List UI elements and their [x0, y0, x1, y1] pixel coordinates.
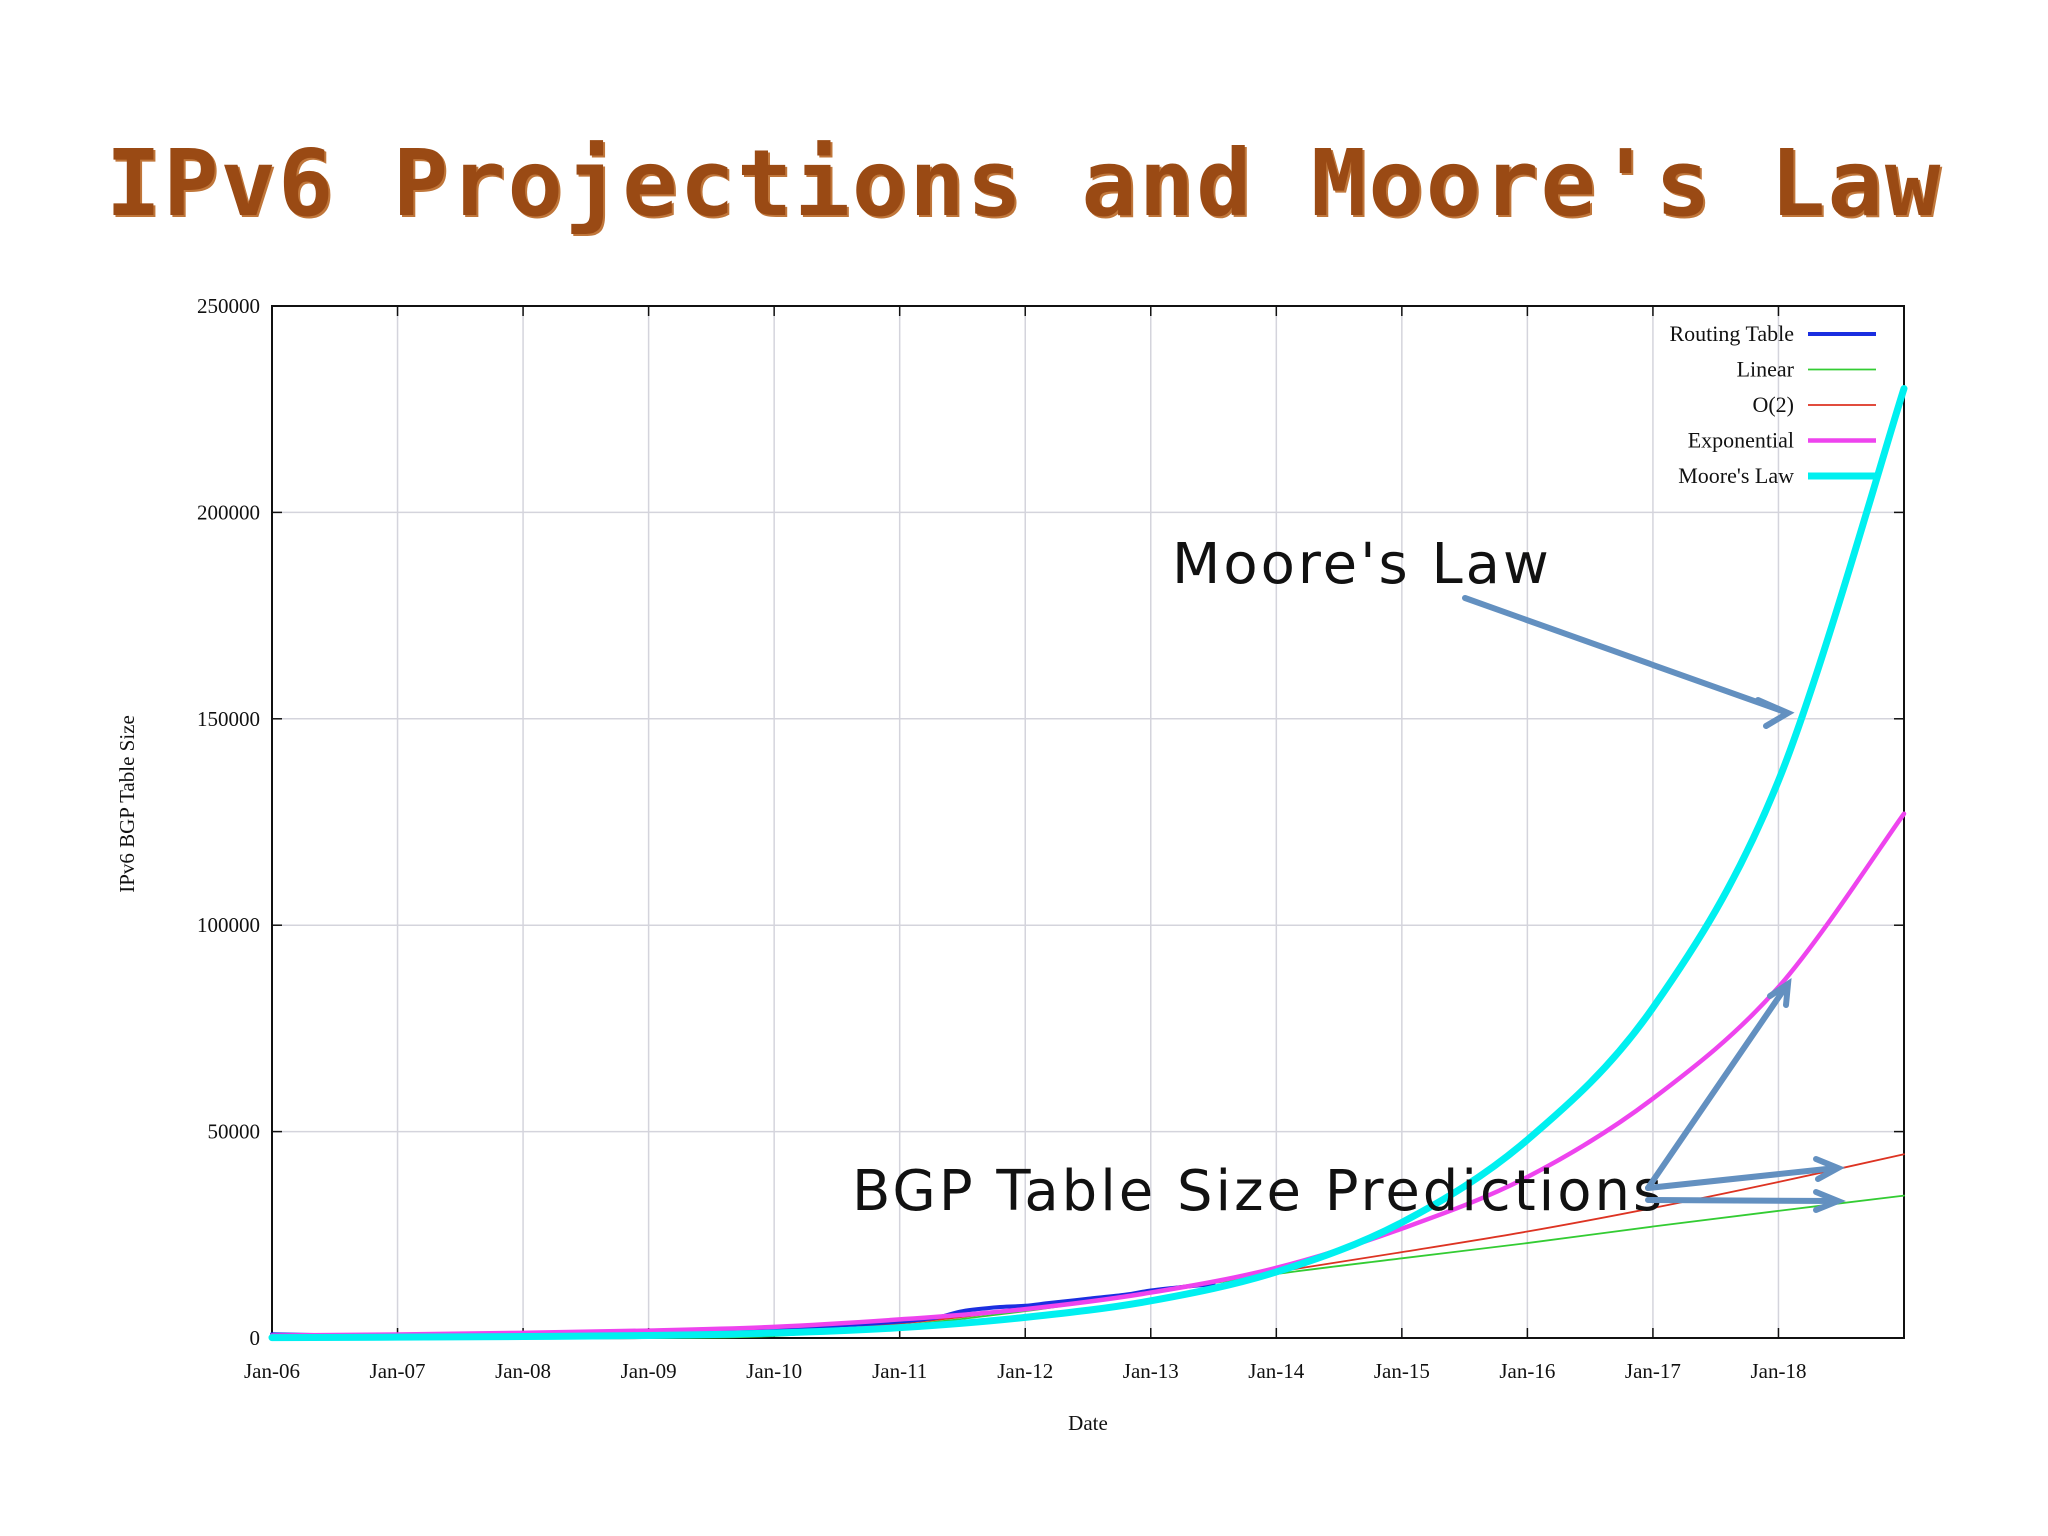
- legend: Routing Table Linear O(2) Exponential Moore'…: [1669, 321, 1876, 488]
- legend-label: Moore's Law: [1678, 463, 1794, 488]
- annotation-moores-law: Moore's Law: [1172, 532, 1552, 597]
- x-axis-label: Date: [1068, 1411, 1108, 1435]
- x-tick-label: Jan-18: [1750, 1359, 1806, 1383]
- legend-label: Routing Table: [1669, 321, 1794, 346]
- annotation-predictions: BGP Table Size Predictions: [852, 1159, 1665, 1224]
- arrow-moores-law-head: [1758, 700, 1788, 726]
- x-tick-label: Jan-10: [746, 1359, 802, 1383]
- x-tick-label: Jan-07: [370, 1359, 426, 1383]
- y-tick-label: 50000: [208, 1120, 261, 1144]
- legend-label: Exponential: [1688, 428, 1794, 453]
- y-tick-label: 250000: [197, 294, 260, 318]
- y-tick-label: 150000: [197, 707, 260, 731]
- x-tick-label: Jan-16: [1499, 1359, 1555, 1383]
- arrow-moores-law: [1465, 598, 1785, 712]
- annotations: Moore's Law BGP Table Size Predictions: [852, 532, 1838, 1224]
- legend-label: Linear: [1737, 357, 1795, 382]
- y-tick-label: 100000: [197, 913, 260, 937]
- x-tick-label: Jan-06: [244, 1359, 300, 1383]
- y-tick-label: 0: [250, 1326, 261, 1350]
- legend-label: O(2): [1752, 392, 1794, 417]
- x-tick-label: Jan-09: [621, 1359, 677, 1383]
- x-tick-label: Jan-17: [1625, 1359, 1681, 1383]
- series-line-exponential: [272, 814, 1904, 1336]
- x-tick-label: Jan-11: [872, 1359, 927, 1383]
- x-tick-label: Jan-15: [1374, 1359, 1430, 1383]
- y-axis-label: IPv6 BGP Table Size: [115, 715, 139, 893]
- x-tick-label: Jan-12: [997, 1359, 1053, 1383]
- y-tick-label: 200000: [197, 500, 260, 524]
- x-tick-label: Jan-13: [1123, 1359, 1179, 1383]
- x-tick-label: Jan-08: [495, 1359, 551, 1383]
- x-tick-label: Jan-14: [1248, 1359, 1304, 1383]
- arrow-linear: [1648, 1200, 1836, 1201]
- arrow-o2: [1648, 1168, 1836, 1188]
